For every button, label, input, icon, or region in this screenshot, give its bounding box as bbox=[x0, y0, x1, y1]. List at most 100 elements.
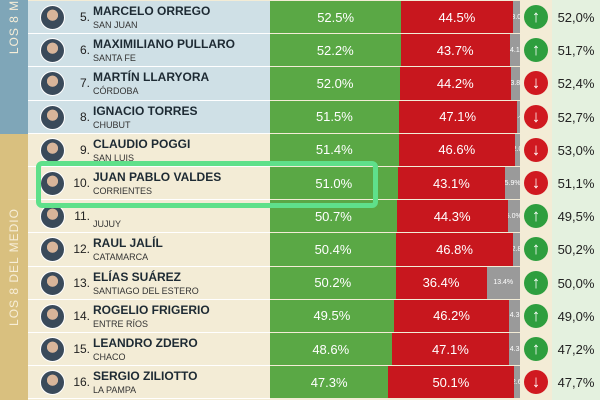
rank: 12. bbox=[73, 242, 90, 257]
undecided-bar: 5.0% bbox=[507, 200, 520, 233]
approve-bar: 50.2% bbox=[270, 266, 396, 299]
governor-name: JUAN PABLO VALDES bbox=[93, 170, 222, 184]
avatar bbox=[40, 71, 65, 97]
rank: 16. bbox=[73, 375, 90, 390]
avatar bbox=[40, 104, 65, 130]
avatar bbox=[40, 370, 65, 396]
governor-name: MARTÍN LLARYORA bbox=[93, 70, 210, 85]
approve-bar: 51.4% bbox=[270, 133, 399, 166]
governor-name: SERGIO ZILIOTTO bbox=[93, 369, 198, 384]
disapprove-bar: 44.3% bbox=[396, 200, 508, 233]
province: SAN JUAN bbox=[93, 20, 138, 30]
undecided-bar: 3.0 bbox=[512, 1, 520, 34]
row-background bbox=[28, 167, 270, 201]
undecided-bar: 4.3 bbox=[509, 333, 520, 366]
trend-arrow: ↓ bbox=[524, 104, 548, 129]
rank: 6. bbox=[79, 43, 90, 58]
previous-value: 52,0% bbox=[557, 10, 595, 26]
trend-arrow: ↓ bbox=[524, 71, 548, 96]
row-background bbox=[28, 67, 270, 101]
province: CATAMARCA bbox=[93, 252, 149, 263]
undecided-bar: 4.3 bbox=[509, 299, 520, 332]
undecided-bar: 2.0 bbox=[515, 133, 520, 166]
disapprove-bar: 47.1% bbox=[391, 333, 510, 366]
previous-value: 52,4% bbox=[557, 76, 595, 92]
highlight bbox=[36, 161, 378, 209]
undecided-bar: 5.9% bbox=[505, 167, 520, 200]
undecided-bar: 2.6 bbox=[513, 366, 520, 399]
previous-value: 49,5% bbox=[557, 209, 595, 225]
disapprove-bar: 46.2% bbox=[393, 299, 510, 332]
disapprove-bar: 46.6% bbox=[398, 133, 515, 166]
trend-arrow: ↓ bbox=[524, 171, 548, 195]
trend-arrow: ↑ bbox=[524, 237, 548, 262]
avatar bbox=[40, 270, 65, 296]
disapprove-bar: 43.7% bbox=[400, 34, 510, 67]
approve-bar: 52.0% bbox=[270, 67, 400, 100]
previous-value: 47,7% bbox=[557, 375, 595, 391]
previous-value: 50,2% bbox=[557, 242, 595, 258]
side-band: LOS 8 M bbox=[0, 0, 28, 134]
approve-bar: 47.3% bbox=[270, 366, 389, 399]
row-background bbox=[28, 299, 270, 333]
avatar bbox=[40, 337, 65, 362]
undecided-bar: 2.8 bbox=[513, 233, 520, 266]
row-background bbox=[28, 233, 270, 267]
province: LA PAMPA bbox=[93, 385, 137, 396]
undecided-bar: 13.4% bbox=[486, 266, 520, 299]
trend-arrow: ↑ bbox=[524, 38, 548, 63]
undecided-bar: 3.8 bbox=[510, 67, 520, 100]
previous-value: 52,7% bbox=[557, 109, 595, 125]
governor-name: RAUL JALÍL bbox=[93, 236, 163, 251]
previous-value: 49,0% bbox=[557, 308, 595, 324]
avatar bbox=[40, 237, 65, 263]
row-background bbox=[28, 333, 270, 367]
trend-arrow: ↓ bbox=[524, 137, 548, 162]
approve-bar: 52.5% bbox=[270, 1, 402, 34]
governor-name: ROGELIO FRIGERIO bbox=[93, 302, 210, 317]
trend-arrow: ↑ bbox=[524, 303, 548, 328]
row-background bbox=[28, 266, 270, 300]
province: CHUBUT bbox=[93, 119, 131, 130]
province: CHACO bbox=[93, 352, 126, 362]
avatar bbox=[40, 137, 65, 163]
rank: 5. bbox=[79, 10, 90, 24]
trend-arrow: ↑ bbox=[524, 5, 548, 29]
governor-name: MAXIMILIANO PULLARO bbox=[93, 37, 235, 52]
rank: 10. bbox=[73, 176, 90, 190]
undecided-bar: 1.4 bbox=[516, 100, 520, 133]
rank: 15. bbox=[73, 342, 90, 356]
side-label: LOS 8 DEL MEDIO bbox=[7, 208, 22, 326]
trend-arrow: ↑ bbox=[524, 204, 548, 229]
approve-bar: 50.4% bbox=[270, 233, 396, 266]
avatar bbox=[40, 38, 65, 64]
province: SANTA FE bbox=[93, 53, 136, 64]
previous-value: 47,2% bbox=[557, 342, 595, 358]
disapprove-bar: 36.4% bbox=[395, 266, 487, 299]
trend-arrow: ↓ bbox=[524, 370, 548, 395]
avatar bbox=[40, 5, 65, 30]
trend-arrow: ↑ bbox=[524, 270, 548, 295]
province: CÓRDOBA bbox=[93, 86, 139, 97]
province: JUJUY bbox=[93, 219, 122, 230]
approve-bar: 51.5% bbox=[270, 100, 399, 133]
approve-bar: 49.5% bbox=[270, 299, 394, 332]
disapprove-bar: 46.8% bbox=[396, 233, 513, 266]
province: ENTRE RÍOS bbox=[93, 318, 149, 329]
row-background bbox=[28, 1, 270, 35]
undecided-bar: 4.1 bbox=[509, 34, 520, 67]
approve-bar: 48.6% bbox=[270, 333, 392, 366]
province: CORRIENTES bbox=[93, 186, 153, 196]
province: SAN LUIS bbox=[93, 152, 135, 163]
disapprove-bar: 44.5% bbox=[401, 1, 513, 34]
rank: 9. bbox=[79, 142, 90, 157]
avatar bbox=[40, 204, 65, 230]
previous-value: 53,0% bbox=[557, 142, 595, 158]
side-band: LOS 8 DEL MEDIO bbox=[0, 134, 28, 400]
rank: 7. bbox=[79, 76, 90, 91]
trend-arrow: ↑ bbox=[524, 337, 548, 361]
governor-name: CLAUDIO POGGI bbox=[93, 136, 191, 151]
disapprove-bar: 44.2% bbox=[400, 67, 511, 100]
avatar bbox=[40, 303, 65, 329]
